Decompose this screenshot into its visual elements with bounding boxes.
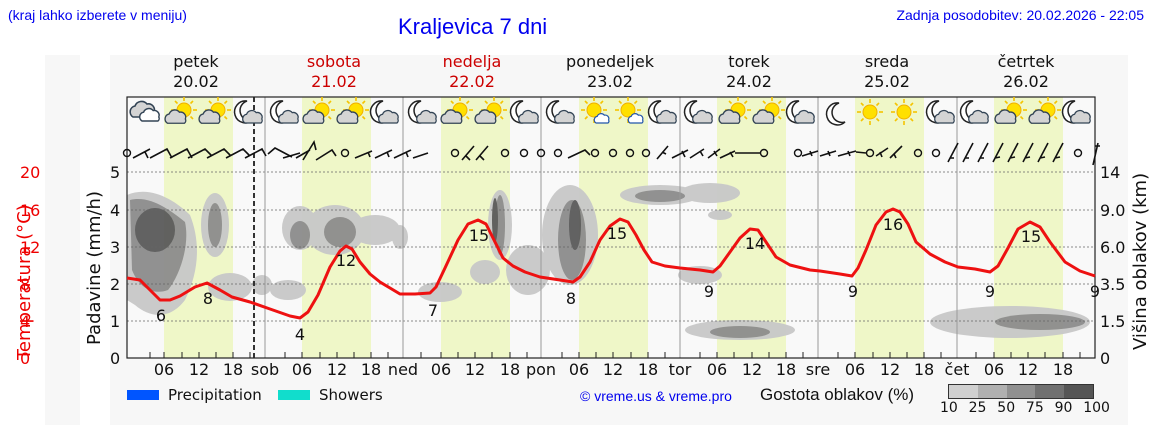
day-header: ponedeljek 23.02 bbox=[566, 52, 654, 91]
temp-max-label: 8 bbox=[202, 289, 214, 308]
temp-tick: 16 bbox=[20, 201, 41, 220]
day-header: torek 24.02 bbox=[726, 52, 772, 91]
temperature-axis-panel bbox=[45, 55, 80, 425]
day-header: sobota 21.02 bbox=[306, 52, 362, 91]
temp-min-label: 6 bbox=[155, 306, 167, 325]
hour-tick: 18 bbox=[222, 360, 244, 379]
cloud-tick: 1.5 bbox=[1100, 312, 1126, 331]
grid-lines bbox=[127, 171, 1095, 322]
temp-min-label: 9 bbox=[847, 282, 859, 301]
hour-tick: 06 bbox=[568, 360, 590, 379]
day-tick: sre bbox=[805, 360, 831, 379]
precip-tick: 5 bbox=[110, 163, 121, 182]
day-header: četrtek 26.02 bbox=[997, 52, 1055, 91]
hour-tick: 18 bbox=[360, 360, 382, 379]
hour-tick: 06 bbox=[291, 360, 313, 379]
hour-tick: 18 bbox=[775, 360, 797, 379]
temp-max-label: 15 bbox=[1020, 227, 1042, 246]
temp-max-label: 12 bbox=[335, 251, 357, 270]
temp-max-label: 15 bbox=[606, 224, 628, 243]
day-separators bbox=[264, 97, 958, 358]
cloud-density-title: Gostota oblakov (%) bbox=[760, 385, 915, 404]
temp-max-label: 16 bbox=[882, 215, 904, 234]
hour-tick: 12 bbox=[741, 360, 763, 379]
day-tick: sob bbox=[250, 360, 280, 379]
day-header: nedelja 22.02 bbox=[442, 52, 502, 91]
temp-min-label: 7 bbox=[427, 301, 439, 320]
temp-min-label: 8 bbox=[565, 289, 577, 308]
last-updated: Zadnja posodobitev: 20.02.2026 - 22:05 bbox=[896, 7, 1144, 23]
temp-min-label: 9 bbox=[703, 282, 715, 301]
cloud-tick: 6.0 bbox=[1100, 238, 1126, 257]
cloud-tick: 9.0 bbox=[1100, 201, 1126, 220]
hour-tick: 18 bbox=[913, 360, 935, 379]
temp-min-label: 9 bbox=[984, 282, 996, 301]
temp-tick: 4 bbox=[20, 312, 31, 331]
cloud-tick: 0 bbox=[1100, 349, 1111, 368]
precip-tick: 1 bbox=[110, 312, 121, 331]
cloud-tick: 3.5 bbox=[1100, 275, 1126, 294]
temp-tick: 20 bbox=[20, 163, 41, 182]
temp-min-label: 4 bbox=[294, 325, 306, 344]
hour-tick: 06 bbox=[844, 360, 866, 379]
hour-tick: 06 bbox=[706, 360, 728, 379]
cloud-height-axis-label: Višina oblakov (km) bbox=[1130, 172, 1151, 350]
day-tick: čet bbox=[944, 360, 970, 379]
precipitation-axis-label: Padavine (mm/h) bbox=[84, 191, 105, 345]
precipitation-swatch bbox=[127, 390, 159, 400]
wind-barbs bbox=[122, 139, 1100, 166]
cloud-density-ticks: 10 25 50 75 90 100 bbox=[940, 400, 1110, 416]
day-header: petek 20.02 bbox=[173, 52, 219, 91]
showers-swatch bbox=[278, 390, 310, 400]
page-title: Kraljevica 7 dni bbox=[398, 14, 548, 39]
temp-tick: 8 bbox=[20, 275, 31, 294]
hour-tick: 18 bbox=[1052, 360, 1074, 379]
hour-tick: 06 bbox=[983, 360, 1005, 379]
hour-tick: 18 bbox=[499, 360, 521, 379]
precip-tick: 0 bbox=[110, 349, 121, 368]
location-hint[interactable]: (kraj lahko izberete v meniju) bbox=[8, 7, 187, 23]
hour-tick: 06 bbox=[430, 360, 452, 379]
legend-precipitation: Precipitation bbox=[127, 386, 262, 404]
hour-tick: 12 bbox=[879, 360, 901, 379]
hour-tick: 12 bbox=[602, 360, 624, 379]
hour-tick: 12 bbox=[188, 360, 210, 379]
hour-tick: 12 bbox=[1017, 360, 1039, 379]
temp-max-label: 14 bbox=[744, 234, 766, 253]
hour-tick: 12 bbox=[464, 360, 486, 379]
copyright-link[interactable]: © vreme.us & vreme.pro bbox=[580, 388, 732, 404]
precip-tick: 2 bbox=[110, 275, 121, 294]
precip-tick: 4 bbox=[110, 201, 121, 220]
x-ticks bbox=[149, 352, 1081, 358]
day-header: sreda 25.02 bbox=[864, 52, 910, 91]
hour-tick: 06 bbox=[153, 360, 175, 379]
cloud-tick: 14 bbox=[1100, 163, 1121, 182]
day-tick: tor bbox=[668, 360, 692, 379]
day-tick: pon bbox=[525, 360, 557, 379]
legend-showers: Showers bbox=[278, 386, 383, 404]
temp-min-label: 9 bbox=[1089, 282, 1101, 301]
temp-tick: 12 bbox=[20, 238, 41, 257]
cloud-density-scale bbox=[948, 384, 1094, 399]
temp-tick: 0 bbox=[20, 349, 31, 368]
temperature-line bbox=[126, 207, 1096, 320]
precip-tick: 3 bbox=[110, 238, 121, 257]
day-tick: ned bbox=[387, 360, 419, 379]
hour-tick: 18 bbox=[637, 360, 659, 379]
temp-max-label: 15 bbox=[468, 226, 490, 245]
hour-tick: 12 bbox=[326, 360, 348, 379]
